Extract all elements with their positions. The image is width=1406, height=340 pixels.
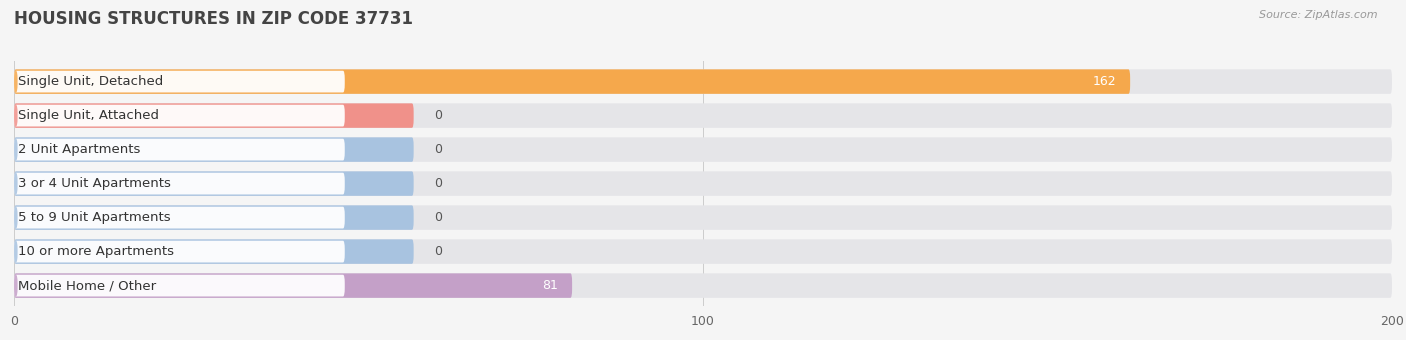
FancyBboxPatch shape: [14, 273, 572, 298]
FancyBboxPatch shape: [14, 71, 344, 92]
FancyBboxPatch shape: [14, 273, 1392, 298]
FancyBboxPatch shape: [14, 105, 344, 126]
FancyBboxPatch shape: [14, 103, 1392, 128]
FancyBboxPatch shape: [14, 171, 1392, 196]
FancyBboxPatch shape: [14, 239, 413, 264]
Text: 162: 162: [1092, 75, 1116, 88]
Text: 81: 81: [543, 279, 558, 292]
FancyBboxPatch shape: [14, 173, 344, 194]
FancyBboxPatch shape: [14, 241, 18, 262]
FancyBboxPatch shape: [14, 275, 344, 296]
Text: 10 or more Apartments: 10 or more Apartments: [18, 245, 174, 258]
Text: 0: 0: [434, 177, 443, 190]
Text: 0: 0: [434, 109, 443, 122]
Text: Mobile Home / Other: Mobile Home / Other: [18, 279, 156, 292]
FancyBboxPatch shape: [14, 205, 413, 230]
FancyBboxPatch shape: [14, 137, 413, 162]
Text: 0: 0: [434, 143, 443, 156]
FancyBboxPatch shape: [14, 239, 1392, 264]
FancyBboxPatch shape: [14, 69, 1392, 94]
FancyBboxPatch shape: [14, 241, 344, 262]
FancyBboxPatch shape: [14, 103, 413, 128]
Text: Single Unit, Attached: Single Unit, Attached: [18, 109, 159, 122]
Text: 3 or 4 Unit Apartments: 3 or 4 Unit Apartments: [18, 177, 172, 190]
FancyBboxPatch shape: [14, 71, 18, 92]
Text: 0: 0: [434, 211, 443, 224]
FancyBboxPatch shape: [14, 207, 344, 228]
Text: HOUSING STRUCTURES IN ZIP CODE 37731: HOUSING STRUCTURES IN ZIP CODE 37731: [14, 10, 413, 28]
Text: 5 to 9 Unit Apartments: 5 to 9 Unit Apartments: [18, 211, 170, 224]
FancyBboxPatch shape: [14, 275, 18, 296]
FancyBboxPatch shape: [14, 173, 18, 194]
FancyBboxPatch shape: [14, 139, 344, 160]
FancyBboxPatch shape: [14, 207, 18, 228]
FancyBboxPatch shape: [14, 205, 1392, 230]
Text: Single Unit, Detached: Single Unit, Detached: [18, 75, 163, 88]
FancyBboxPatch shape: [14, 137, 1392, 162]
Text: 0: 0: [434, 245, 443, 258]
Text: Source: ZipAtlas.com: Source: ZipAtlas.com: [1260, 10, 1378, 20]
Text: 2 Unit Apartments: 2 Unit Apartments: [18, 143, 141, 156]
FancyBboxPatch shape: [14, 171, 413, 196]
FancyBboxPatch shape: [14, 139, 18, 160]
FancyBboxPatch shape: [14, 105, 18, 126]
FancyBboxPatch shape: [14, 69, 1130, 94]
